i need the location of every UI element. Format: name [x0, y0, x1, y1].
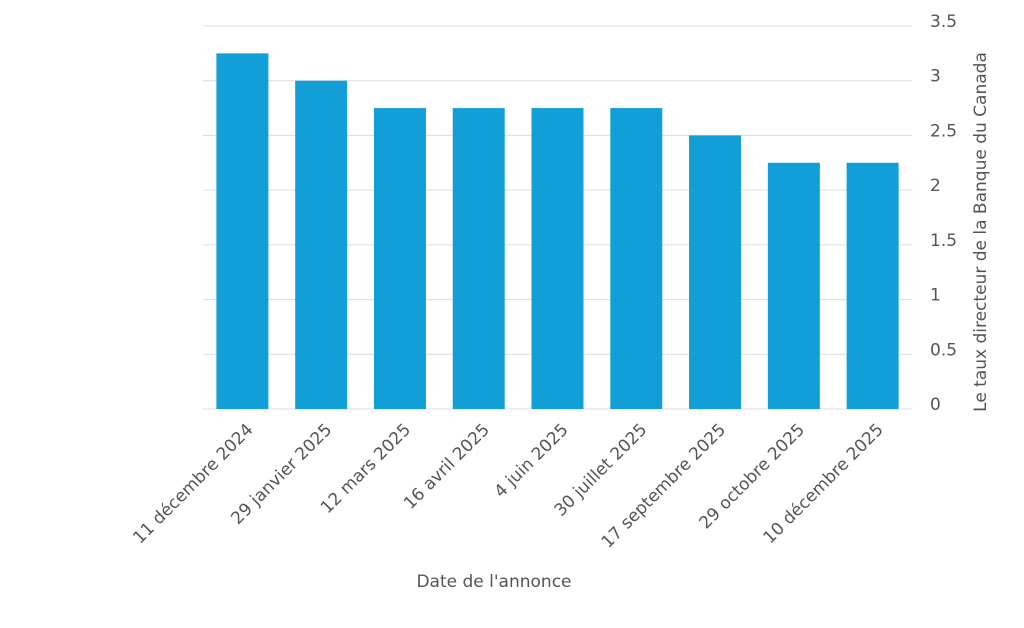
bar	[373, 108, 426, 410]
bar	[846, 162, 899, 409]
bar	[295, 80, 348, 409]
y-axis-title: Le taux directeur de la Banque du Canada	[971, 52, 991, 412]
y-tick-label: 3	[930, 67, 941, 87]
bar	[767, 162, 820, 409]
x-tick-label: 11 décembre 2024	[129, 420, 257, 548]
y-tick-label: 0.5	[930, 340, 957, 360]
y-tick-label: 2	[930, 176, 941, 196]
bar	[452, 108, 505, 410]
bar	[610, 108, 663, 410]
y-tick-label: 0	[930, 395, 941, 415]
y-tick-label: 3.5	[930, 12, 957, 32]
y-tick-label: 1.5	[930, 231, 957, 251]
x-tick-label: 4 juin 2025	[491, 420, 573, 502]
bar	[689, 135, 742, 409]
bar	[216, 53, 269, 409]
y-tick-label: 1	[930, 286, 941, 306]
y-tick-label: 2.5	[930, 121, 957, 141]
bar	[531, 108, 584, 410]
x-axis-title: Date de l'annonce	[416, 572, 571, 592]
